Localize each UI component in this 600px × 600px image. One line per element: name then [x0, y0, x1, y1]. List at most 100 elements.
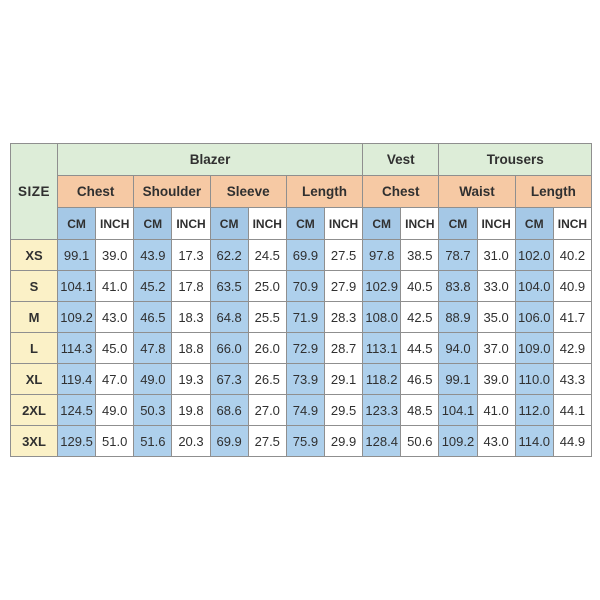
value-cell-inch: 27.0 [247, 394, 287, 426]
value-cell-inch: 47.0 [95, 363, 135, 395]
table-row-xl: XL 119.4 47.0 49.0 19.3 67.3 26.5 73.9 29.1 118.2… [10, 363, 593, 395]
value-cell-cm: 51.6 [133, 425, 173, 457]
value-cell-inch: 24.5 [247, 239, 287, 271]
unit-header-cm: CM [56, 207, 97, 240]
value-cell-inch: 44.9 [552, 425, 593, 457]
value-cell-inch: 26.0 [247, 332, 287, 364]
value-cell-inch: 41.0 [95, 270, 135, 302]
measure-header-row: Chest Shoulder Sleeve Length Chest Waist Lengt… [11, 175, 593, 208]
value-cell-cm: 113.1 [362, 332, 402, 364]
value-cell-cm: 128.4 [362, 425, 402, 457]
value-cell-cm: 74.9 [285, 394, 325, 426]
value-cell-cm: 71.9 [285, 301, 325, 333]
value-cell-cm: 63.5 [209, 270, 249, 302]
value-cell-inch: 27.5 [323, 239, 364, 271]
value-cell-inch: 42.9 [552, 332, 593, 364]
size-chart-table: SIZE Blazer Vest Trousers Chest Shoulder Sleev… [10, 143, 593, 457]
value-cell-inch: 48.5 [400, 394, 440, 426]
table-row-s: S 104.1 41.0 45.2 17.8 63.5 25.0 70.9 27.9 102.9 4… [10, 270, 593, 302]
size-column-header: SIZE [10, 143, 58, 240]
value-cell-inch: 39.0 [476, 363, 516, 395]
value-cell-inch: 46.5 [400, 363, 440, 395]
value-cell-cm: 109.2 [438, 425, 478, 457]
measure-header-sleeve: Sleeve [209, 175, 287, 208]
unit-header-inch: INCH [476, 207, 516, 240]
group-header-row: SIZE Blazer Vest Trousers [10, 143, 592, 240]
value-cell-cm: 112.0 [514, 394, 554, 426]
unit-header-cm: CM [285, 207, 325, 240]
value-cell-cm: 109.2 [56, 301, 97, 333]
size-cell: M [10, 301, 58, 333]
value-cell-inch: 28.3 [323, 301, 364, 333]
value-cell-inch: 51.0 [95, 425, 135, 457]
size-cell: L [10, 332, 58, 364]
value-cell-cm: 83.8 [438, 270, 478, 302]
unit-header-inch: INCH [95, 207, 135, 240]
value-cell-inch: 28.7 [323, 332, 364, 364]
value-cell-cm: 129.5 [56, 425, 97, 457]
value-cell-cm: 66.0 [209, 332, 249, 364]
value-cell-inch: 31.0 [476, 239, 516, 271]
value-cell-inch: 20.3 [171, 425, 211, 457]
value-cell-inch: 43.0 [476, 425, 516, 457]
measure-header-length: Length [285, 175, 364, 208]
value-cell-inch: 18.3 [171, 301, 211, 333]
size-cell: S [10, 270, 58, 302]
unit-header-cm: CM [514, 207, 554, 240]
value-cell-cm: 123.3 [362, 394, 402, 426]
size-cell: XL [10, 363, 58, 395]
group-header-trousers: Trousers [438, 143, 592, 176]
value-cell-inch: 26.5 [247, 363, 287, 395]
value-cell-cm: 108.0 [362, 301, 402, 333]
value-cell-cm: 69.9 [285, 239, 325, 271]
value-cell-cm: 119.4 [56, 363, 97, 395]
value-cell-cm: 69.9 [209, 425, 249, 457]
unit-header-inch: INCH [247, 207, 287, 240]
value-cell-inch: 39.0 [95, 239, 135, 271]
measure-header-chest: Chest [56, 175, 135, 208]
unit-header-inch: INCH [400, 207, 440, 240]
value-cell-cm: 43.9 [133, 239, 173, 271]
unit-header-cm: CM [133, 207, 173, 240]
value-cell-cm: 75.9 [285, 425, 325, 457]
value-cell-cm: 104.0 [514, 270, 554, 302]
value-cell-inch: 29.5 [323, 394, 364, 426]
value-cell-cm: 45.2 [133, 270, 173, 302]
value-cell-inch: 27.9 [323, 270, 364, 302]
value-cell-inch: 19.3 [171, 363, 211, 395]
value-cell-inch: 33.0 [476, 270, 516, 302]
size-cell: XS [10, 239, 58, 271]
value-cell-cm: 118.2 [362, 363, 402, 395]
value-cell-cm: 104.1 [56, 270, 97, 302]
value-cell-inch: 45.0 [95, 332, 135, 364]
value-cell-inch: 17.8 [171, 270, 211, 302]
measure-header-chest: Chest [362, 175, 440, 208]
group-header-vest: Vest [362, 143, 440, 176]
value-cell-cm: 94.0 [438, 332, 478, 364]
group-header-blazer: Blazer [56, 143, 364, 176]
value-cell-inch: 29.9 [323, 425, 364, 457]
value-cell-inch: 25.0 [247, 270, 287, 302]
value-cell-cm: 114.3 [56, 332, 97, 364]
value-cell-cm: 50.3 [133, 394, 173, 426]
value-cell-cm: 78.7 [438, 239, 478, 271]
unit-header-inch: INCH [552, 207, 593, 240]
unit-header-cm: CM [362, 207, 402, 240]
value-cell-inch: 49.0 [95, 394, 135, 426]
value-cell-inch: 40.9 [552, 270, 593, 302]
table-row-xs: XS 99.1 39.0 43.9 17.3 62.2 24.5 69.9 27.5 97.8 38… [10, 239, 593, 271]
value-cell-cm: 64.8 [209, 301, 249, 333]
value-cell-inch: 38.5 [400, 239, 440, 271]
table-row-2xl: 2XL 124.5 49.0 50.3 19.8 68.6 27.0 74.9 29.5 123.… [10, 394, 593, 426]
measure-header-length: Length [514, 175, 593, 208]
value-cell-cm: 68.6 [209, 394, 249, 426]
value-cell-cm: 73.9 [285, 363, 325, 395]
unit-header-inch: INCH [323, 207, 364, 240]
value-cell-inch: 44.1 [552, 394, 593, 426]
unit-header-cm: CM [209, 207, 249, 240]
value-cell-cm: 67.3 [209, 363, 249, 395]
unit-header-cm: CM [438, 207, 478, 240]
value-cell-cm: 70.9 [285, 270, 325, 302]
size-cell: 2XL [10, 394, 58, 426]
value-cell-cm: 106.0 [514, 301, 554, 333]
